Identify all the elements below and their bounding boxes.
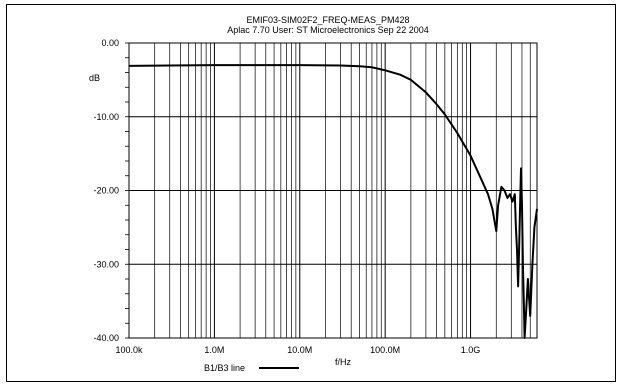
- x-tick-labels: 100.0k 1.0M 10.0M 100.0M 1.0G: [115, 345, 480, 355]
- series-layer: [128, 64, 538, 339]
- series-line: [128, 64, 538, 339]
- x-tick-label: 1.0M: [204, 345, 224, 355]
- grid: [125, 42, 538, 339]
- chart-title: EMIF03-SIM02F2_FREQ-MEAS_PM428: [246, 15, 409, 25]
- x-tick-label: 100.0M: [370, 345, 400, 355]
- x-tick-label: 100.0k: [115, 345, 143, 355]
- chart-subtitle: Aplac 7.70 User: ST Microelectronics Sep…: [227, 25, 428, 35]
- y-tick-label: -40.00: [93, 333, 119, 343]
- y-axis-label: dB: [89, 73, 100, 83]
- legend-label: B1/B3 line: [204, 363, 245, 373]
- x-tick-label: 1.0G: [461, 345, 481, 355]
- y-tick-label: -20.00: [93, 186, 119, 196]
- y-tick-label: 0.00: [101, 38, 119, 48]
- x-axis-label: f/Hz: [335, 357, 352, 367]
- x-tick-label: 10.0M: [287, 345, 312, 355]
- y-tick-labels: 0.00 -10.00 -20.00 -30.00 -40.00: [93, 38, 119, 343]
- chart-frame: EMIF03-SIM02F2_FREQ-MEAS_PM428 Aplac 7.7…: [6, 4, 616, 382]
- y-tick-label: -10.00: [93, 112, 119, 122]
- frequency-response-chart: EMIF03-SIM02F2_FREQ-MEAS_PM428 Aplac 7.7…: [89, 15, 538, 373]
- legend: B1/B3 line: [204, 363, 299, 373]
- y-tick-label: -30.00: [93, 259, 119, 269]
- plot-area-border: [128, 42, 538, 339]
